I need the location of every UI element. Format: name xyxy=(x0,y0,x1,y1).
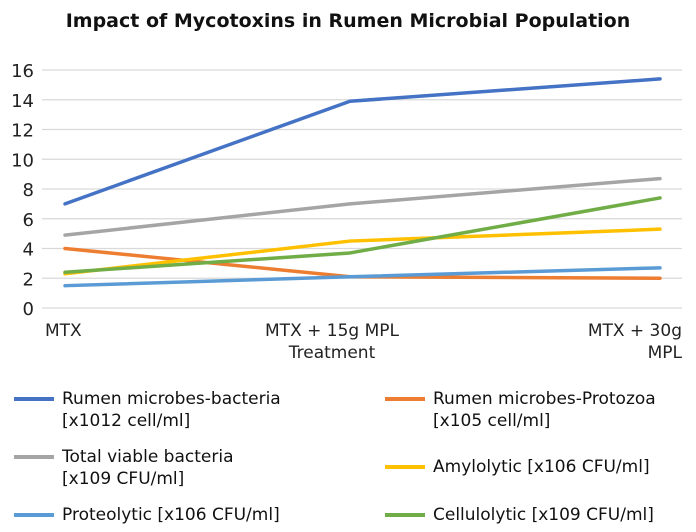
legend-label-line: Proteolytic [x106 CFU/ml] xyxy=(62,505,280,525)
x-tick-label: MTX xyxy=(45,321,82,341)
legend-label-line: Total viable bacteria xyxy=(62,447,234,467)
legend-item: Rumen microbes-bacteria [x1012 cell/ml] xyxy=(14,388,281,432)
legend-label: Cellulolytic [x109 CFU/ml] xyxy=(433,504,654,526)
legend-swatch xyxy=(385,513,425,517)
legend-swatch xyxy=(14,397,54,401)
legend-label: Amylolytic [x106 CFU/ml] xyxy=(433,456,650,478)
y-tick-label: 0 xyxy=(23,299,34,320)
x-tick-label: Treatment xyxy=(288,343,376,363)
legend-label-line: Rumen microbes-Protozoa xyxy=(433,389,656,409)
legend-item: Amylolytic [x106 CFU/ml] xyxy=(385,456,650,478)
y-tick-label: 10 xyxy=(11,150,34,171)
x-tick-label: MTX + 30g xyxy=(588,321,682,341)
legend-label: Rumen microbes-bacteria [x1012 cell/ml] xyxy=(62,388,281,432)
legend-swatch xyxy=(385,397,425,401)
legend-item: Rumen microbes-Protozoa [x105 cell/ml] xyxy=(385,388,656,432)
legend-label: Rumen microbes-Protozoa [x105 cell/ml] xyxy=(433,388,656,432)
legend-item: Cellulolytic [x109 CFU/ml] xyxy=(385,504,654,526)
legend-label-line: [x105 cell/ml] xyxy=(433,411,551,431)
legend-label-line: Cellulolytic [x109 CFU/ml] xyxy=(433,505,654,525)
series-line xyxy=(63,176,662,237)
legend-label-line: Amylolytic [x106 CFU/ml] xyxy=(433,457,650,477)
legend-label-line: [x1012 cell/ml] xyxy=(62,411,191,431)
legend-item: Proteolytic [x106 CFU/ml] xyxy=(14,504,280,526)
y-tick-label: 12 xyxy=(11,121,34,142)
legend-swatch xyxy=(14,455,54,459)
legend-swatch xyxy=(385,465,425,469)
legend-label: Total viable bacteria [x109 CFU/ml] xyxy=(62,446,234,490)
x-tick-label: MTX + 15g MPL xyxy=(265,321,399,341)
y-tick-label: 8 xyxy=(23,180,34,201)
legend-label: Proteolytic [x106 CFU/ml] xyxy=(62,504,280,526)
y-tick-label: 16 xyxy=(11,61,34,82)
y-tick-label: 14 xyxy=(11,91,34,112)
legend-label-line: [x109 CFU/ml] xyxy=(62,469,185,489)
y-tick-label: 4 xyxy=(23,240,34,261)
x-tick-label: MPL xyxy=(648,343,683,363)
legend-swatch xyxy=(14,513,54,517)
legend-item: Total viable bacteria [x109 CFU/ml] xyxy=(14,446,234,490)
series-line xyxy=(63,196,662,275)
chart-title: Impact of Mycotoxins in Rumen Microbial … xyxy=(65,10,631,32)
y-tick-label: 2 xyxy=(23,269,34,290)
y-tick-label: 6 xyxy=(23,210,34,231)
legend-label-line: Rumen microbes-bacteria xyxy=(62,389,281,409)
